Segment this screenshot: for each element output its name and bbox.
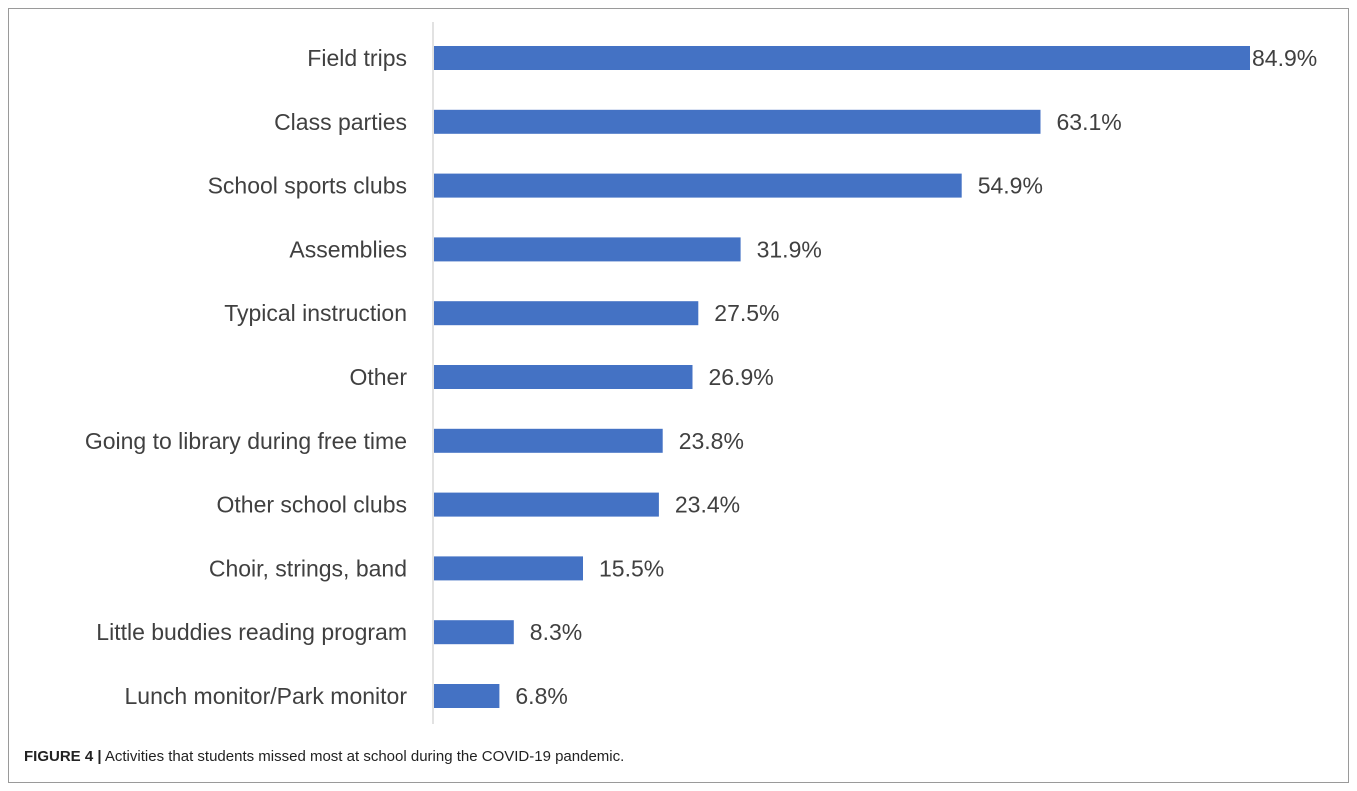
value-label-5: 26.9% <box>709 364 774 390</box>
category-label-6: Going to library during free time <box>85 428 407 454</box>
category-labels: Field trips Class parties School sports cl… <box>85 45 407 709</box>
bar-5 <box>434 365 693 389</box>
category-label-3: Assemblies <box>289 236 407 262</box>
bar-9 <box>434 620 514 645</box>
figure-caption-label: FIGURE 4 | <box>24 748 102 765</box>
value-label-0: 84.9% <box>1252 45 1317 71</box>
category-label-4: Typical instruction <box>224 300 407 326</box>
figure-caption: FIGURE 4 | Activities that students miss… <box>24 748 624 765</box>
bar-1 <box>434 109 1041 134</box>
bar-7 <box>434 492 659 517</box>
value-label-10: 6.8% <box>515 683 567 709</box>
category-label-5: Other <box>349 364 407 390</box>
category-label-9: Little buddies reading program <box>96 619 407 645</box>
bars-layer <box>434 46 1250 708</box>
value-label-6: 23.8% <box>679 428 744 454</box>
bar-8 <box>434 556 583 581</box>
value-label-2: 54.9% <box>978 173 1043 199</box>
bar-10 <box>434 684 500 708</box>
figure-frame <box>8 8 1349 783</box>
bar-0 <box>434 46 1250 70</box>
value-label-9: 8.3% <box>530 619 582 645</box>
category-label-2: School sports clubs <box>208 173 407 199</box>
bar-4 <box>434 301 699 326</box>
category-label-1: Class parties <box>274 109 407 135</box>
value-label-8: 15.5% <box>599 555 664 581</box>
value-label-3: 31.9% <box>757 236 822 262</box>
category-label-7: Other school clubs <box>217 492 407 518</box>
value-labels: 84.9% 63.1% 54.9% 31.9% 27.5% 26.9% 23.8% 23.4%… <box>515 45 1317 709</box>
bar-6 <box>434 428 663 453</box>
figure-caption-text: Activities that students missed most at … <box>101 748 625 765</box>
category-label-8: Choir, strings, band <box>209 555 407 581</box>
bar-2 <box>434 173 962 198</box>
category-label-10: Lunch monitor/Park monitor <box>124 683 407 709</box>
value-label-1: 63.1% <box>1057 109 1122 135</box>
value-label-4: 27.5% <box>714 300 779 326</box>
value-label-7: 23.4% <box>675 492 740 518</box>
category-label-0: Field trips <box>307 45 407 71</box>
bar-3 <box>434 237 741 262</box>
bar-chart: Field trips Class parties School sports cl… <box>85 22 1317 724</box>
